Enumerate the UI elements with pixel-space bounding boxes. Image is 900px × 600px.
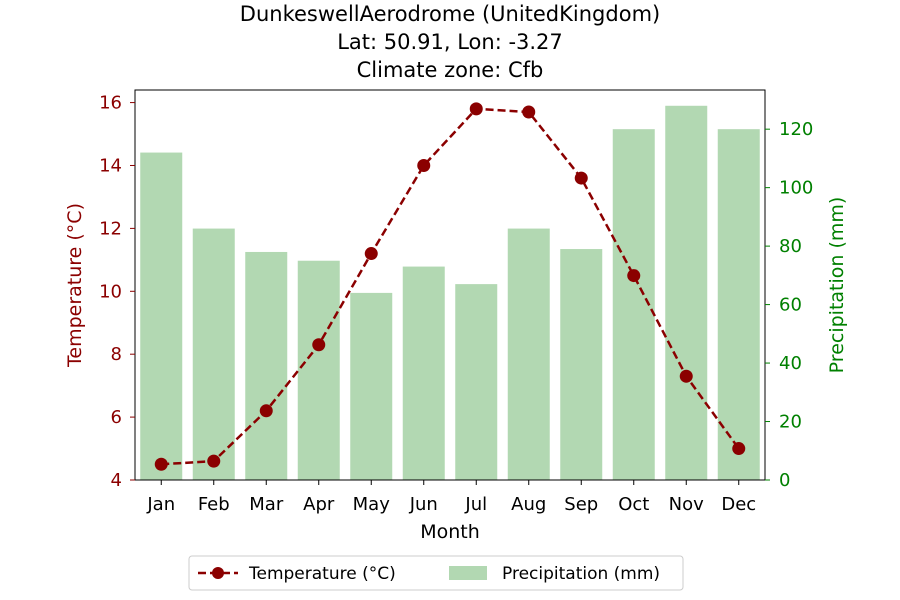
legend-precipitation-swatch-icon (449, 566, 487, 580)
legend-precipitation-label: Precipitation (mm) (502, 564, 660, 584)
x-tick-label: Aug (511, 494, 546, 515)
temperature-polyline (161, 107, 740, 466)
legend-temperature-marker-icon (212, 567, 224, 579)
y-right-tick-label: 0 (779, 470, 790, 491)
y-left-tick-label: 14 (99, 155, 122, 176)
y-left-tick-label: 12 (99, 218, 122, 239)
y-left-tick-label: 4 (111, 470, 122, 491)
y-left-tick-label: 16 (99, 93, 122, 114)
x-tick-label: Dec (721, 494, 756, 515)
temperature-line (154, 102, 746, 471)
point-oct (627, 269, 641, 283)
y-axis-right: 0 20 40 60 80 100 120 (765, 119, 813, 491)
x-axis: Jan Feb Mar Apr May Jun Jul Aug Sep Oct Nov Dec (146, 480, 756, 515)
title-line: Climate zone: Cfb (357, 58, 544, 82)
title-line: DunkeswellAerodrome (UnitedKingdom) (240, 2, 660, 26)
x-tick-label: May (353, 494, 391, 515)
bar-jun (402, 266, 445, 480)
x-tick-label: Jun (409, 494, 438, 515)
point-nov (679, 369, 693, 383)
bar-feb (192, 228, 235, 480)
x-tick-label: Mar (249, 494, 284, 515)
y-right-tick-label: 80 (779, 236, 802, 257)
point-aug (522, 105, 536, 119)
bar-may (350, 292, 393, 480)
point-jun (417, 158, 431, 172)
bar-nov (665, 105, 708, 480)
bar-mar (245, 251, 288, 480)
bar-dec (717, 129, 760, 480)
x-axis-label: Month (420, 521, 480, 543)
plot-frame (134, 89, 766, 481)
bar-sep (560, 249, 603, 480)
bar-aug (507, 228, 550, 480)
point-sep (574, 171, 588, 185)
chart-title: DunkeswellAerodrome (UnitedKingdom) Lat: … (240, 2, 660, 82)
y-right-tick-label: 120 (779, 119, 813, 140)
x-tick-label: Oct (618, 494, 649, 515)
title-line: Lat: 50.91, Lon: -3.27 (337, 30, 563, 54)
bar-jul (455, 284, 498, 480)
x-tick-label: Feb (198, 494, 230, 515)
x-tick-label: Sep (564, 494, 598, 515)
point-apr (312, 338, 326, 352)
y-left-tick-label: 6 (111, 407, 122, 428)
point-mar (259, 404, 273, 418)
y-right-tick-label: 40 (779, 353, 802, 374)
y-left-tick-label: 10 (99, 281, 122, 302)
point-jan (154, 457, 168, 471)
y-right-tick-label: 60 (779, 295, 802, 316)
point-dec (732, 442, 746, 456)
legend-frame (188, 555, 684, 591)
x-tick-label: Jul (464, 494, 487, 515)
y-right-tick-label: 20 (779, 412, 802, 433)
x-tick-label: Nov (669, 494, 704, 515)
precipitation-bars (140, 105, 760, 480)
y-axis-left: 4 6 8 10 12 14 16 (99, 93, 135, 491)
point-feb (207, 454, 221, 468)
x-tick-label: Apr (303, 494, 335, 515)
point-jul (469, 102, 483, 116)
legend: Temperature (°C) Precipitation (mm) (188, 555, 684, 591)
x-tick-label: Jan (146, 494, 175, 515)
y-axis-label-left: Temperature (°C) (64, 203, 86, 368)
point-may (364, 247, 378, 261)
bar-apr (297, 260, 340, 480)
y-right-tick-label: 100 (779, 178, 813, 199)
legend-temperature-label: Temperature (°C) (248, 564, 396, 584)
bar-jan (140, 152, 183, 480)
y-left-tick-label: 8 (111, 344, 122, 365)
y-axis-label-right: Precipitation (mm) (826, 197, 848, 374)
